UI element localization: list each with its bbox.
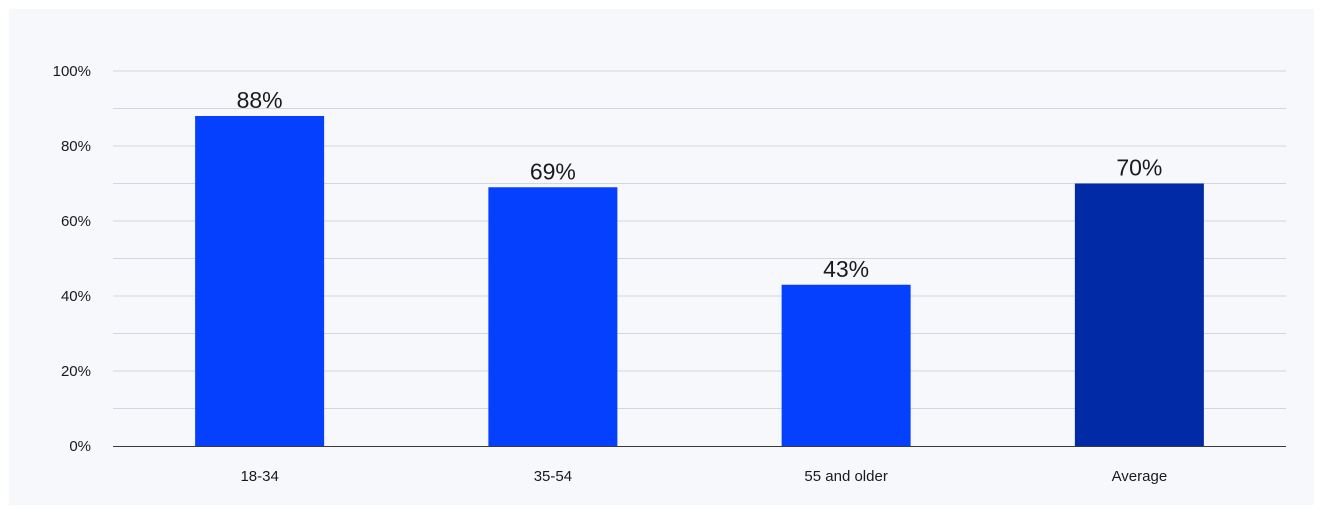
data-labels: 88% 69% 43% 70% <box>237 87 1163 282</box>
y-tick-label: 60% <box>61 213 91 230</box>
x-axis-ticks: 18-34 35-54 55 and older Average <box>240 468 1167 485</box>
x-tick-label: 35-54 <box>534 468 572 485</box>
bar <box>488 187 618 446</box>
x-tick-label: 18-34 <box>240 468 278 485</box>
bar <box>1074 183 1204 446</box>
y-tick-label: 20% <box>61 363 91 380</box>
bar-value-label: 70% <box>1116 155 1162 181</box>
y-tick-label: 0% <box>69 438 91 455</box>
bar <box>781 284 911 446</box>
y-tick-label: 100% <box>53 63 91 80</box>
bars <box>195 116 1204 446</box>
bar <box>195 116 325 446</box>
y-axis-ticks: 0% 20% 40% 60% 80% 100% <box>53 63 91 455</box>
x-tick-label: 55 and older <box>804 468 887 485</box>
y-tick-label: 80% <box>61 138 91 155</box>
bar-value-label: 69% <box>530 158 576 184</box>
bar-value-label: 88% <box>237 87 283 113</box>
bar-value-label: 43% <box>823 256 869 282</box>
y-tick-label: 40% <box>61 288 91 305</box>
x-tick-label: Average <box>1112 468 1168 485</box>
